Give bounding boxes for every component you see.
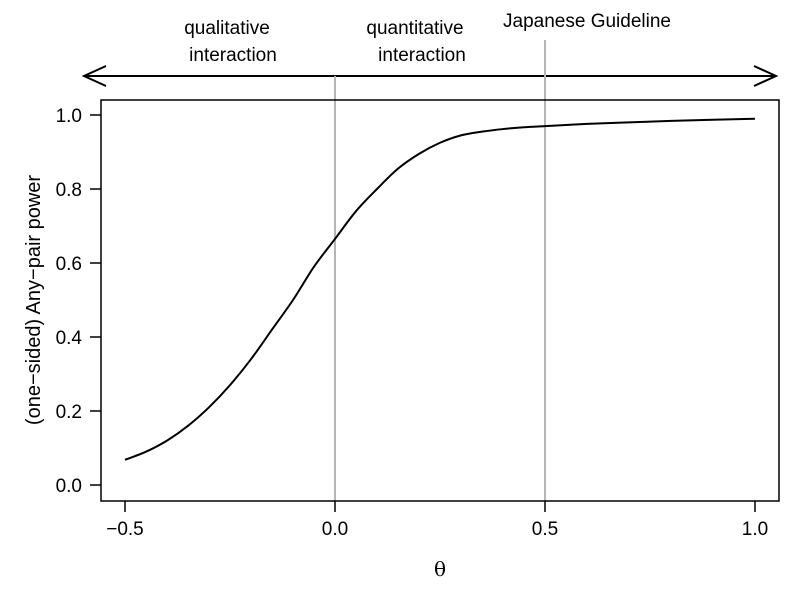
annotation-japanese-guideline: Japanese Guideline: [503, 11, 671, 32]
series-line-power: [124, 117, 756, 461]
annotation-quantitative-line2: interaction: [378, 45, 466, 66]
x-tick-label: 0.5: [532, 519, 558, 540]
plot-frame: [100, 99, 780, 502]
y-tick-label: 0.2: [56, 402, 82, 423]
y-tick-label: 0.8: [56, 180, 82, 201]
annotation-quantitative-line1: quantitative: [366, 18, 463, 39]
x-axis: −0.5 0.0 0.5 1.0: [106, 501, 768, 540]
y-tick-label: 1.0: [56, 106, 82, 127]
y-tick-label: 0.4: [56, 328, 83, 349]
annotation-qualitative-line1: qualitative: [184, 18, 270, 39]
x-axis-title: θ: [434, 557, 446, 581]
y-axis: 0.0 0.2 0.4 0.6 0.8 1.0: [56, 106, 101, 497]
annotation-qualitative-line2: interaction: [189, 45, 277, 66]
x-tick-label: −0.5: [106, 519, 144, 540]
reference-lines: [334, 40, 546, 501]
range-arrow-right-head: [753, 65, 779, 87]
x-tick-label: 1.0: [742, 519, 768, 540]
y-tick-label: 0.6: [56, 254, 82, 275]
y-axis-title: (one−sided) Any−pair power: [23, 175, 45, 425]
x-tick-label: 0.0: [322, 519, 348, 540]
y-tick-label: 0.0: [56, 476, 82, 497]
range-arrow-left-head: [81, 65, 107, 87]
